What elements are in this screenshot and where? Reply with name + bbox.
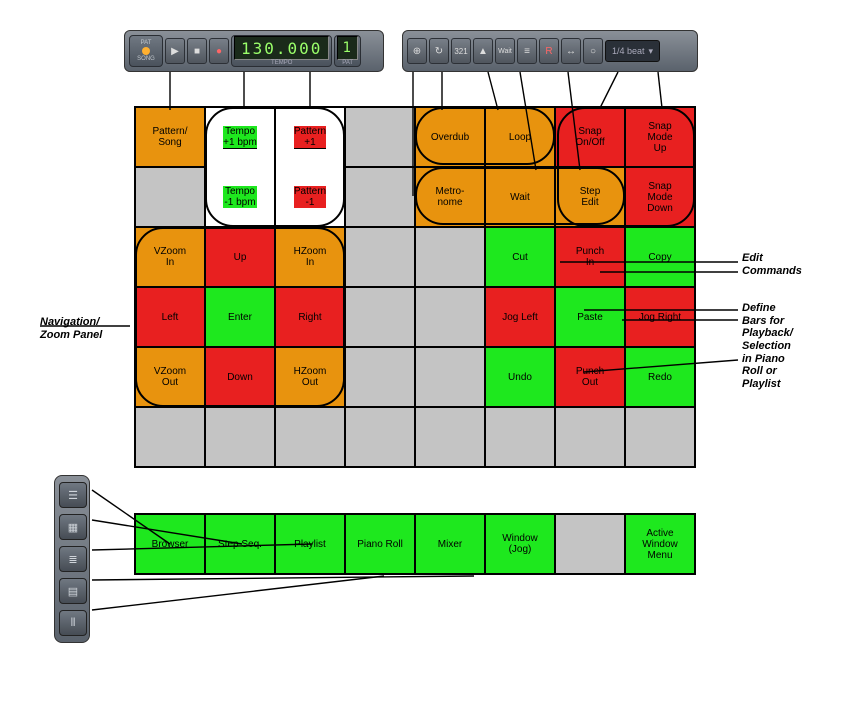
rec-button[interactable]: ● [209, 38, 229, 64]
grid-cell[interactable]: Copy [625, 227, 695, 287]
grid-cell [345, 347, 415, 407]
grid-cell [415, 227, 485, 287]
pat-song-switch[interactable]: PAT SONG [129, 35, 163, 67]
misc-icon[interactable]: ○ [583, 38, 603, 64]
grid-cell[interactable]: Left [135, 287, 205, 347]
grid-cell [345, 227, 415, 287]
grid-cell[interactable]: Down [205, 347, 275, 407]
punch-icon[interactable]: R [539, 38, 559, 64]
grid-cell [415, 287, 485, 347]
grid-cell [345, 107, 415, 167]
annotation-edit-commands: EditCommands [742, 252, 802, 277]
pat-label: PAT [141, 40, 152, 46]
grid-cell[interactable]: Pattern/ Song [135, 107, 205, 167]
grid-cell[interactable]: Snap Mode Up [625, 107, 695, 167]
grid-cell [345, 407, 415, 467]
browser-icon[interactable]: ☰ [59, 482, 87, 508]
grid-cell[interactable]: VZoom Out [135, 347, 205, 407]
grid-cell [485, 407, 555, 467]
window-cell[interactable]: Browser [135, 514, 205, 574]
recording-toolbar: ⊕ ↻ 321 ▲ Wait ≡ R ↔ ○ 1/4 beat ▾ [402, 30, 698, 72]
grid-cell [345, 287, 415, 347]
window-row: BrowserStep Seq.PlaylistPiano RollMixerW… [134, 513, 696, 575]
chevron-down-icon: ▾ [649, 46, 654, 57]
grid-cell[interactable]: Redo [625, 347, 695, 407]
window-cell[interactable]: Active Window Menu [625, 514, 695, 574]
grid-cell [135, 167, 205, 227]
window-cell[interactable]: Piano Roll [345, 514, 415, 574]
window-cell[interactable]: Step Seq. [205, 514, 275, 574]
transport-toolbar: PAT SONG ▶ ■ ● 130.000 TEMPO 1 PAT [124, 30, 384, 72]
grid-cell[interactable]: Enter [205, 287, 275, 347]
playlist-icon[interactable]: ≣ [59, 546, 87, 572]
grid-cell[interactable]: Up [205, 227, 275, 287]
mixer-icon[interactable]: ⫴ [59, 610, 87, 636]
loop-icon[interactable]: ↻ [429, 38, 449, 64]
window-cell[interactable]: Playlist [275, 514, 345, 574]
grid-cell [205, 407, 275, 467]
grid-cell[interactable]: Punch Out [555, 347, 625, 407]
grid-cell[interactable]: Tempo +1 bpmTempo -1 bpm [205, 107, 275, 227]
grid-cell[interactable]: Metro- nome [415, 167, 485, 227]
grid-cell [625, 407, 695, 467]
grid-cell[interactable]: Snap Mode Down [625, 167, 695, 227]
snap-value: 1/4 beat [612, 46, 645, 56]
grid-cell [275, 407, 345, 467]
window-cell[interactable]: Window (Jog) [485, 514, 555, 574]
grid-cell [345, 167, 415, 227]
grid-cell[interactable]: Right [275, 287, 345, 347]
window-icon-strip: ☰ ▦ ≣ ▤ ⫴ [54, 475, 90, 643]
window-cell[interactable]: Mixer [415, 514, 485, 574]
wait-icon[interactable]: Wait [495, 38, 515, 64]
grid-cell[interactable]: Jog Left [485, 287, 555, 347]
grid-cell [555, 407, 625, 467]
grid-cell[interactable]: Cut [485, 227, 555, 287]
grid-cell[interactable]: Jog Right [625, 287, 695, 347]
grid-cell[interactable]: Wait [485, 167, 555, 227]
grid-cell[interactable]: Step Edit [555, 167, 625, 227]
tempo-display[interactable]: 130.000 [234, 36, 329, 60]
piano-roll-icon[interactable]: ▤ [59, 578, 87, 604]
scroll-icon[interactable]: ↔ [561, 38, 581, 64]
grid-cell[interactable]: HZoom Out [275, 347, 345, 407]
step-edit-icon[interactable]: ≡ [517, 38, 537, 64]
grid-cell[interactable]: Overdub [415, 107, 485, 167]
play-button[interactable]: ▶ [165, 38, 185, 64]
window-cell [555, 514, 625, 574]
stop-button[interactable]: ■ [187, 38, 207, 64]
grid-cell[interactable]: HZoom In [275, 227, 345, 287]
grid-cell[interactable]: Loop [485, 107, 555, 167]
step-seq-icon[interactable]: ▦ [59, 514, 87, 540]
grid-cell[interactable]: VZoom In [135, 227, 205, 287]
grid-cell [415, 407, 485, 467]
metronome-icon[interactable]: ▲ [473, 38, 493, 64]
pat-count-label: PAT [342, 60, 353, 66]
grid-cell[interactable]: Punch In [555, 227, 625, 287]
song-label: SONG [137, 56, 155, 62]
grid-cell[interactable]: Snap On/Off [555, 107, 625, 167]
countdown-icon[interactable]: 321 [451, 38, 471, 64]
grid-cell [415, 347, 485, 407]
tempo-label: TEMPO [271, 60, 292, 66]
grid-cell[interactable]: Pattern +1Pattern -1 [275, 107, 345, 227]
snap-selector[interactable]: 1/4 beat ▾ [605, 40, 660, 62]
grid-cell[interactable]: Paste [555, 287, 625, 347]
annotation-define-bars: DefineBars forPlayback/Selectionin Piano… [742, 302, 793, 390]
keypad-grid: Pattern/ SongTempo +1 bpmTempo -1 bpmPat… [134, 106, 696, 468]
overdub-icon[interactable]: ⊕ [407, 38, 427, 64]
pattern-number-display[interactable]: 1 [337, 36, 357, 60]
grid-cell[interactable]: Undo [485, 347, 555, 407]
annotation-nav-zoom: Navigation/Zoom Panel [40, 316, 102, 341]
grid-cell [135, 407, 205, 467]
